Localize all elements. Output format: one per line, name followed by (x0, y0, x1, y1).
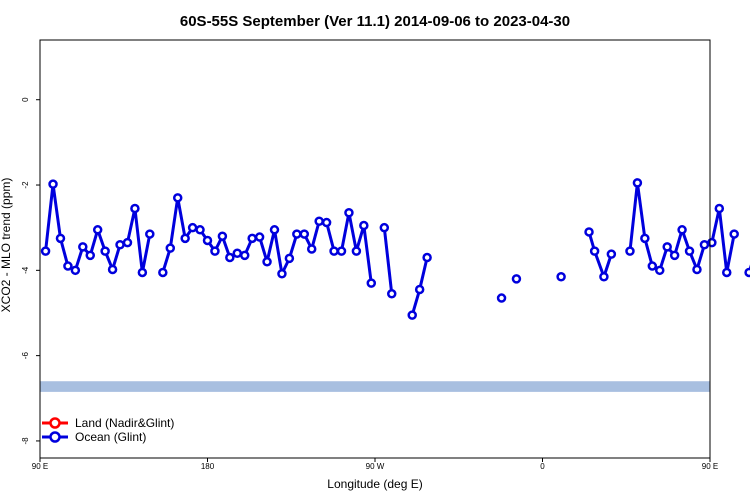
legend: Land (Nadir&Glint) Ocean (Glint) (42, 416, 174, 444)
data-point (145, 229, 155, 239)
series-line (382, 227, 394, 294)
data-point (299, 229, 310, 239)
data-point (407, 310, 417, 320)
data-point (158, 267, 168, 278)
data-point (100, 246, 110, 256)
legend-label-ocean: Ocean (Glint) (75, 430, 146, 444)
data-point (277, 268, 287, 279)
data-point (232, 248, 243, 259)
data-point (640, 233, 650, 244)
data-point (180, 233, 190, 244)
chart-title: 60S-55S September (Ver 11.1) 2014-09-06 … (180, 13, 570, 30)
data-point (699, 239, 710, 250)
y-axis-label: XCO2 - MLO trend (ppm) (0, 178, 13, 313)
data-point (172, 193, 183, 203)
series-1 (40, 178, 750, 320)
series-layer (40, 178, 750, 320)
data-point (40, 246, 51, 256)
data-point (292, 229, 302, 239)
data-point (269, 225, 280, 235)
data-point (351, 246, 362, 256)
data-point (239, 250, 250, 261)
data-point (63, 261, 73, 271)
data-point (655, 265, 665, 276)
band-layer (40, 381, 710, 392)
y-tick-label: -6 (21, 352, 30, 360)
data-point (714, 203, 725, 214)
data-point (210, 246, 220, 256)
x-axis-label: Longitude (deg E) (327, 477, 422, 491)
data-point (217, 231, 228, 241)
data-point (344, 207, 354, 218)
data-point (422, 252, 432, 263)
data-point (625, 246, 635, 256)
data-point (314, 216, 324, 227)
data-point (379, 222, 390, 233)
data-point (247, 233, 257, 244)
data-point (707, 237, 717, 248)
data-point (414, 284, 425, 295)
data-point (48, 179, 58, 189)
legend-marker-land (49, 417, 61, 429)
data-point (647, 261, 658, 271)
data-point (321, 217, 332, 228)
data-point (744, 267, 750, 278)
legend-marker-ocean (49, 431, 61, 443)
data-point (187, 222, 198, 233)
data-point (55, 233, 66, 244)
data-point (692, 264, 702, 275)
data-point (669, 250, 680, 261)
data-point (115, 239, 125, 250)
data-point (556, 271, 566, 282)
data-point (677, 225, 687, 235)
x-tick-label: 90 E (702, 462, 718, 471)
x-tick-label: 90 E (32, 462, 48, 471)
data-point (632, 178, 643, 188)
data-point (92, 225, 103, 235)
data-point (165, 243, 176, 253)
data-point (336, 246, 347, 256)
data-point (606, 249, 617, 259)
data-point (662, 242, 672, 252)
data-point (589, 246, 600, 256)
series-line (587, 231, 613, 279)
x-tick-label: 180 (201, 462, 215, 471)
data-point (329, 246, 339, 256)
data-point (107, 264, 118, 275)
x-tick-label: 0 (540, 462, 545, 471)
data-point (366, 278, 377, 288)
data-point (359, 220, 369, 231)
x-tick-label: 90 W (366, 462, 385, 471)
data-point (130, 203, 140, 214)
data-point (85, 250, 95, 261)
data-point (202, 235, 213, 246)
data-point (387, 289, 397, 299)
data-point (137, 267, 148, 278)
y-tick-label: -8 (21, 437, 30, 445)
data-point (122, 237, 133, 248)
data-point (496, 293, 507, 303)
data-point (284, 253, 295, 264)
data-point (195, 225, 205, 235)
data-point (70, 265, 81, 276)
data-point (729, 229, 739, 239)
data-point (511, 274, 522, 284)
y-tick-label: -4 (21, 266, 30, 274)
legend-label-land: Land (Nadir&Glint) (75, 416, 174, 430)
data-point (722, 267, 732, 278)
data-point (584, 227, 594, 237)
data-point (78, 242, 88, 252)
axis-layer: 90 E 180 90 W 0 90 E 0 -2 -4 -6 -8 (21, 97, 718, 471)
y-tick-label: -2 (21, 181, 30, 189)
y-tick-label: 0 (21, 97, 30, 102)
data-point (684, 246, 695, 256)
data-point (262, 257, 272, 267)
data-point (599, 271, 609, 282)
data-point (254, 232, 265, 242)
reference-band (40, 381, 710, 392)
data-point (225, 252, 235, 263)
data-point (306, 244, 317, 254)
series-line (161, 196, 373, 284)
